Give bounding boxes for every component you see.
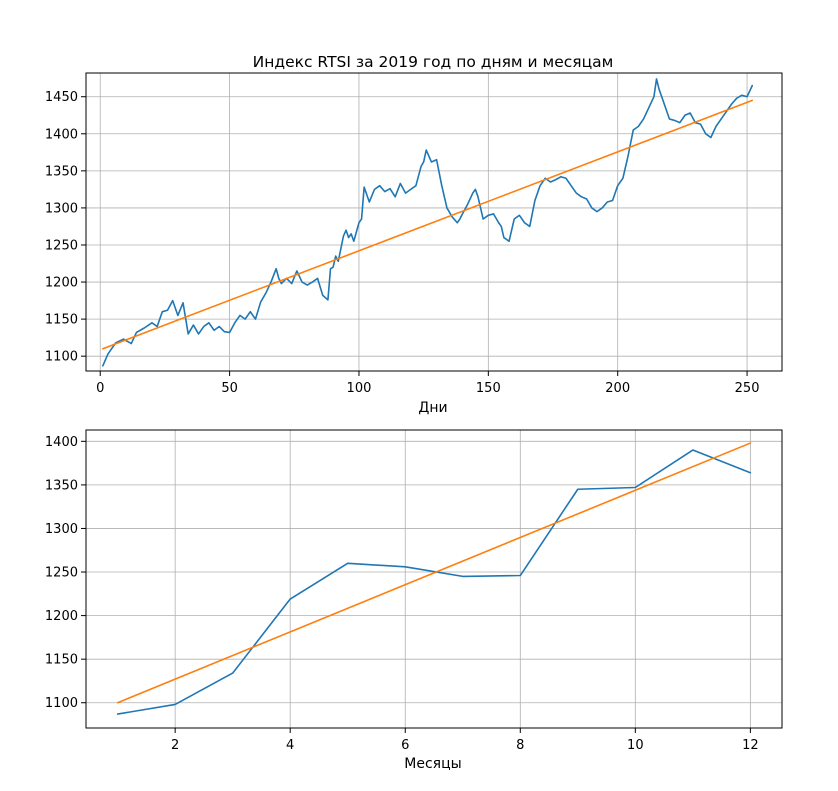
months-xtick-label: 12 — [742, 738, 759, 753]
months-xtick-label: 4 — [286, 738, 294, 753]
days-ytick-label: 1400 — [45, 127, 78, 142]
days-ytick-label: 1300 — [45, 201, 78, 216]
days-xtick-label: 0 — [96, 381, 104, 396]
months-ytick-label: 1100 — [45, 696, 78, 711]
days-xtick-label: 200 — [605, 381, 630, 396]
days-ytick-label: 1250 — [45, 238, 78, 253]
days-ytick-label: 1150 — [45, 313, 78, 328]
months-xtick-label: 8 — [516, 738, 524, 753]
days-ytick-label: 1100 — [45, 350, 78, 365]
months-xtick-label: 2 — [171, 738, 179, 753]
days-ytick-label: 1450 — [45, 90, 78, 105]
plot-months-grid — [86, 430, 782, 728]
days-xtick-label: 100 — [347, 381, 372, 396]
months-ytick-label: 1400 — [45, 435, 78, 450]
plot-days: 0 50 100 150 200 250 1100 1150 1200 1250 1300 1350 1… — [45, 72, 783, 416]
plot-days-frame — [85, 72, 783, 372]
plot-days-series — [102, 78, 754, 367]
months-ytick-label: 1150 — [45, 653, 78, 668]
plot-days-xlabel: Дни — [418, 400, 447, 416]
chart-title: Индекс RTSI за 2019 год по дням и месяца… — [253, 53, 614, 71]
days-xtick-label: 150 — [476, 381, 501, 396]
days-xtick-label: 250 — [735, 381, 760, 396]
days-xtick-label: 50 — [221, 381, 238, 396]
months-ytick-label: 1300 — [45, 522, 78, 537]
months-xtick-label: 6 — [401, 738, 409, 753]
plot-months: 2 4 6 8 10 12 1100 1150 1200 1250 1300 1350 1400 Мес… — [45, 429, 783, 772]
plot-months-xlabel: Месяцы — [404, 756, 461, 772]
months-trend-line — [116, 442, 752, 704]
days-ytick-label: 1350 — [45, 164, 78, 179]
days-trend-line — [102, 99, 754, 350]
months-ytick-label: 1200 — [45, 609, 78, 624]
days-ytick-label: 1200 — [45, 276, 78, 291]
plot-months-series — [116, 442, 752, 715]
plot-months-ticks: 2 4 6 8 10 12 1100 1150 1200 1250 1300 1350 1400 — [45, 435, 759, 753]
days-index-line — [102, 78, 754, 367]
months-ytick-label: 1350 — [45, 478, 78, 493]
months-index-line — [116, 449, 752, 715]
months-ytick-label: 1250 — [45, 566, 78, 581]
plot-days-ticks: 0 50 100 150 200 250 1100 1150 1200 1250 1300 1350 1… — [45, 90, 760, 396]
plot-months-frame — [85, 429, 783, 729]
months-xtick-label: 10 — [627, 738, 644, 753]
